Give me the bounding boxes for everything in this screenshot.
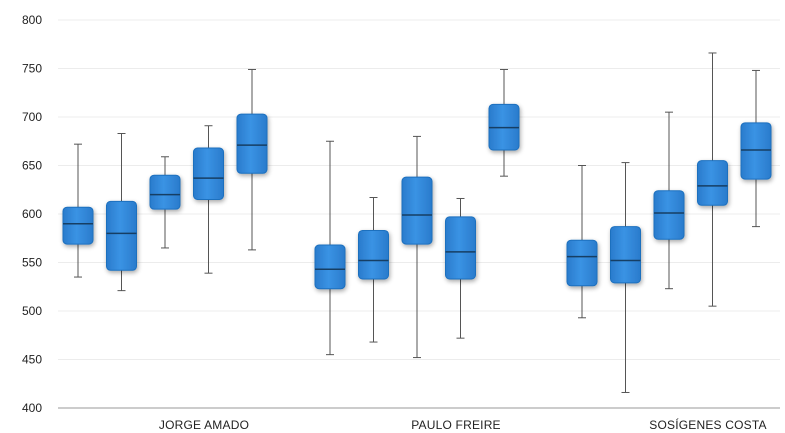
box-iqr [697,160,728,206]
box-item [653,111,685,290]
gridlines [58,19,780,360]
box-iqr [653,190,685,240]
box-item [62,143,94,278]
box-item [193,125,224,274]
x-category-label: PAULO FREIRE [411,418,501,432]
box-item [358,197,389,343]
box-iqr [149,174,181,210]
y-tick-label: 800 [22,13,42,27]
box-item [488,68,520,177]
box-group [314,68,520,359]
boxes [62,52,772,393]
box-item [314,140,346,356]
y-tick-label: 750 [22,62,42,76]
box-group [62,68,268,292]
box-group [566,52,772,393]
box-iqr [566,239,598,287]
box-item [236,68,268,251]
y-axis: 400 450 500 550 600 650 700 750 800 [22,13,42,415]
box-item [106,132,137,292]
box-item [610,162,641,393]
x-category-label: JORGE AMADO [159,418,249,432]
y-tick-label: 500 [22,304,42,318]
box-iqr [236,113,268,174]
y-tick-label: 600 [22,207,42,221]
box-iqr [314,244,346,290]
y-tick-label: 650 [22,159,42,173]
x-category-label: SOSÍGENES COSTA [649,417,766,432]
y-tick-label: 450 [22,353,42,367]
box-item [566,165,598,319]
box-iqr [401,176,433,245]
box-item [740,69,772,228]
box-item [149,156,181,249]
box-iqr [358,229,389,280]
y-tick-label: 550 [22,256,42,270]
box-iqr [445,216,476,280]
y-tick-label: 700 [22,110,42,124]
x-axis: JORGE AMADO PAULO FREIRE SOSÍGENES COSTA [58,407,780,432]
y-tick-label: 400 [22,401,42,415]
box-iqr [740,122,772,180]
box-item [445,197,476,339]
box-iqr [193,147,224,200]
box-item [401,135,433,359]
box-item [697,52,728,307]
box-iqr [106,200,137,271]
box-iqr [610,226,641,284]
box-iqr [62,206,94,245]
